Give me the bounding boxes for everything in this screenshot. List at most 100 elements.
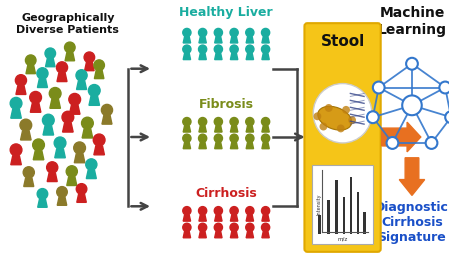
Circle shape — [214, 223, 223, 232]
Circle shape — [33, 139, 44, 151]
Polygon shape — [11, 156, 22, 165]
Polygon shape — [183, 142, 191, 149]
Polygon shape — [11, 109, 22, 118]
Polygon shape — [183, 37, 191, 43]
Circle shape — [198, 223, 207, 232]
Circle shape — [387, 137, 398, 149]
Polygon shape — [43, 126, 54, 135]
Circle shape — [74, 142, 86, 154]
Circle shape — [367, 111, 379, 123]
Polygon shape — [199, 126, 206, 132]
Polygon shape — [38, 199, 47, 207]
Circle shape — [262, 45, 270, 53]
Circle shape — [262, 117, 270, 126]
Polygon shape — [50, 99, 60, 108]
Polygon shape — [230, 232, 238, 238]
Bar — [350, 177, 352, 234]
Circle shape — [57, 187, 67, 197]
Circle shape — [314, 112, 322, 120]
Polygon shape — [55, 149, 65, 158]
Circle shape — [214, 28, 223, 37]
Circle shape — [198, 45, 207, 53]
Circle shape — [337, 125, 345, 132]
Circle shape — [425, 137, 437, 149]
Circle shape — [348, 116, 356, 124]
Circle shape — [45, 48, 55, 59]
Circle shape — [214, 134, 223, 142]
Circle shape — [198, 134, 207, 142]
Circle shape — [183, 223, 191, 232]
Circle shape — [94, 60, 104, 71]
FancyBboxPatch shape — [305, 23, 381, 252]
Polygon shape — [47, 173, 57, 182]
Polygon shape — [230, 215, 238, 221]
Circle shape — [198, 28, 207, 37]
Circle shape — [62, 111, 74, 123]
Circle shape — [342, 106, 350, 114]
Text: Fibrosis: Fibrosis — [199, 98, 254, 111]
Bar — [327, 200, 330, 234]
Circle shape — [23, 167, 34, 178]
Polygon shape — [76, 81, 87, 89]
Circle shape — [183, 207, 191, 215]
Polygon shape — [57, 73, 67, 82]
Circle shape — [198, 117, 207, 126]
Polygon shape — [67, 177, 77, 186]
Circle shape — [16, 75, 27, 86]
Circle shape — [402, 95, 422, 115]
Polygon shape — [24, 178, 34, 186]
Polygon shape — [215, 53, 222, 60]
Circle shape — [246, 207, 254, 215]
Bar — [356, 192, 359, 234]
FancyArrow shape — [382, 122, 421, 152]
Polygon shape — [63, 123, 73, 132]
Circle shape — [246, 28, 254, 37]
Circle shape — [82, 117, 93, 129]
Polygon shape — [89, 97, 99, 105]
FancyArrow shape — [399, 158, 425, 196]
Polygon shape — [230, 126, 238, 132]
Circle shape — [320, 123, 327, 131]
Circle shape — [214, 117, 223, 126]
Circle shape — [230, 28, 238, 37]
Text: Healthy Liver: Healthy Liver — [180, 6, 273, 19]
Circle shape — [214, 45, 223, 53]
Circle shape — [86, 159, 97, 170]
Polygon shape — [82, 129, 93, 138]
Polygon shape — [262, 215, 269, 221]
Bar — [343, 197, 345, 234]
Circle shape — [93, 134, 105, 146]
Circle shape — [20, 119, 32, 131]
Circle shape — [56, 62, 68, 73]
Polygon shape — [21, 131, 31, 140]
Polygon shape — [246, 142, 254, 149]
Polygon shape — [230, 53, 238, 60]
Polygon shape — [246, 53, 254, 60]
Circle shape — [246, 134, 254, 142]
Polygon shape — [246, 232, 254, 238]
Polygon shape — [70, 105, 80, 114]
Circle shape — [262, 207, 270, 215]
Circle shape — [43, 114, 54, 126]
Circle shape — [183, 45, 191, 53]
Polygon shape — [215, 232, 222, 238]
Polygon shape — [262, 142, 269, 149]
Polygon shape — [77, 194, 86, 202]
Circle shape — [47, 162, 58, 173]
Circle shape — [262, 134, 270, 142]
Polygon shape — [183, 53, 191, 60]
Circle shape — [262, 28, 270, 37]
Polygon shape — [94, 71, 104, 79]
Circle shape — [76, 184, 87, 194]
Circle shape — [84, 52, 95, 63]
Polygon shape — [16, 86, 26, 94]
Text: Diagnostic
Cirrhosis
Signature: Diagnostic Cirrhosis Signature — [375, 201, 449, 244]
Circle shape — [26, 55, 36, 66]
Polygon shape — [65, 53, 75, 61]
Polygon shape — [230, 142, 238, 149]
Circle shape — [214, 207, 223, 215]
Polygon shape — [86, 170, 96, 178]
Polygon shape — [215, 37, 222, 43]
Circle shape — [230, 117, 238, 126]
Circle shape — [246, 45, 254, 53]
